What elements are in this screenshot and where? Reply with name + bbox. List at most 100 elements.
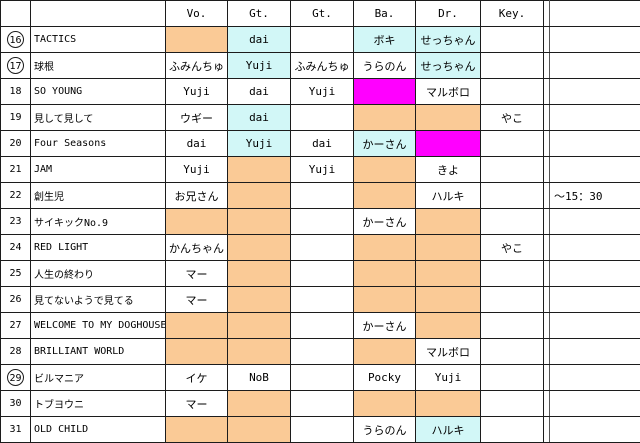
row-number-circle: 29: [7, 369, 24, 386]
assignment-cell-key: [480, 260, 544, 287]
song-title-cell: 球根: [30, 52, 166, 79]
assignment-cell-dr: [415, 104, 481, 131]
assignment-cell-ba: [353, 338, 416, 365]
assignment-cell-gt2: ふみんちゅ: [290, 52, 354, 79]
assignment-cell-vo: [165, 338, 228, 365]
assignment-cell-gt2: [290, 390, 354, 417]
assignment-cell-gt2: [290, 312, 354, 339]
assignment-cell-vo: [165, 208, 228, 235]
table-row: 23 サイキックNo.9 かーさん: [0, 208, 640, 235]
assignment-cell-gt1: dai: [227, 26, 291, 53]
assignment-cell-vo: イケ: [165, 364, 228, 391]
assignment-cell-gt2: Yuji: [290, 156, 354, 183]
row-number-circle: 16: [7, 31, 24, 48]
assignment-cell-gt1: [227, 338, 291, 365]
assignment-cell-dr: せっちゃん: [415, 26, 481, 53]
assignment-cell-dr: [415, 130, 481, 157]
song-title-cell: BRILLIANT WORLD: [30, 338, 166, 365]
assignment-cell-gt1: NoB: [227, 364, 291, 391]
assignment-cell-key: [480, 364, 544, 391]
song-title-cell: サイキックNo.9: [30, 208, 166, 235]
table-row: 31 OLD CHILD うらのん ハルキ: [0, 416, 640, 443]
row-number-cell: 29: [0, 364, 31, 391]
assignment-cell-gt1: [227, 260, 291, 287]
assignment-cell-key: [480, 156, 544, 183]
assignment-cell-gt1: [227, 286, 291, 313]
assignment-cell-vo: [165, 416, 228, 443]
assignment-cell-gt1: [227, 156, 291, 183]
note-column-header: [549, 0, 640, 27]
table-row: 18 SO YOUNG Yuji dai Yuji マルボロ: [0, 78, 640, 105]
assignment-cell-ba: [353, 104, 416, 131]
row-number-cell: 30: [0, 390, 31, 417]
song-column-header: [30, 0, 166, 27]
row-number-cell: 17: [0, 52, 31, 79]
note-cell: [549, 234, 640, 261]
assignment-cell-ba: うらのん: [353, 416, 416, 443]
assignment-cell-dr: [415, 286, 481, 313]
row-number-cell: 22: [0, 182, 31, 209]
row-number-cell: 26: [0, 286, 31, 313]
assignment-cell-dr: ハルキ: [415, 182, 481, 209]
assignment-cell-gt1: [227, 234, 291, 261]
assignment-cell-ba: ボキ: [353, 26, 416, 53]
assignment-cell-gt2: [290, 260, 354, 287]
assignment-cell-vo: マー: [165, 390, 228, 417]
assignment-cell-gt1: dai: [227, 104, 291, 131]
assignment-cell-key: やこ: [480, 234, 544, 261]
assignment-cell-dr: [415, 390, 481, 417]
assignment-cell-ba: [353, 182, 416, 209]
assignment-cell-gt2: [290, 234, 354, 261]
assignment-cell-key: [480, 286, 544, 313]
row-number-cell: 18: [0, 78, 31, 105]
song-title-cell: 創生児: [30, 182, 166, 209]
header-row: Vo. Gt. Gt. Ba. Dr. Key.: [0, 0, 640, 27]
table-body: 16 TACTICS dai ボキ せっちゃん 17 球根 ふみんちゅ Yuji ふみんちゅ うらの…: [0, 26, 640, 443]
row-number-cell: 25: [0, 260, 31, 287]
note-cell: ～15：30: [549, 182, 640, 209]
assignment-cell-dr: せっちゃん: [415, 52, 481, 79]
note-cell: [549, 156, 640, 183]
assignment-cell-ba: Pocky: [353, 364, 416, 391]
assignment-cell-dr: [415, 312, 481, 339]
assignment-cell-ba: [353, 78, 416, 105]
assignment-cell-vo: マー: [165, 260, 228, 287]
assignment-cell-ba: [353, 260, 416, 287]
row-number-cell: 20: [0, 130, 31, 157]
note-cell: [549, 78, 640, 105]
assignment-cell-gt2: [290, 364, 354, 391]
table-row: 16 TACTICS dai ボキ せっちゃん: [0, 26, 640, 53]
song-title-cell: 見てないようで見てる: [30, 286, 166, 313]
row-number-cell: 16: [0, 26, 31, 53]
song-title-cell: WELCOME TO MY DOGHOUSE: [30, 312, 166, 339]
column-header-vo: Vo.: [165, 0, 228, 27]
note-cell: [549, 338, 640, 365]
assignment-cell-ba: [353, 156, 416, 183]
row-number-cell: 23: [0, 208, 31, 235]
assignment-cell-key: [480, 26, 544, 53]
assignment-cell-gt2: dai: [290, 130, 354, 157]
assignment-cell-ba: かーさん: [353, 130, 416, 157]
note-cell: [549, 52, 640, 79]
assignment-cell-gt1: [227, 390, 291, 417]
row-number-cell: 27: [0, 312, 31, 339]
assignment-cell-gt1: dai: [227, 78, 291, 105]
note-cell: [549, 286, 640, 313]
table-row: 22 創生児 お兄さん ハルキ ～15：30: [0, 182, 640, 209]
song-title-cell: 人生の終わり: [30, 260, 166, 287]
song-title-cell: JAM: [30, 156, 166, 183]
assignment-cell-gt1: [227, 182, 291, 209]
assignment-cell-ba: かーさん: [353, 208, 416, 235]
assignment-cell-key: [480, 78, 544, 105]
table-row: 27 WELCOME TO MY DOGHOUSE かーさん: [0, 312, 640, 339]
note-cell: [549, 260, 640, 287]
assignment-cell-dr: [415, 234, 481, 261]
assignment-cell-vo: ウギー: [165, 104, 228, 131]
song-title-cell: Four Seasons: [30, 130, 166, 157]
song-title-cell: トブヨウニ: [30, 390, 166, 417]
corner-header-cell: [0, 0, 31, 27]
song-title-cell: TACTICS: [30, 26, 166, 53]
row-number-cell: 24: [0, 234, 31, 261]
table-row: 24 RED LIGHT かんちゃん やこ: [0, 234, 640, 261]
